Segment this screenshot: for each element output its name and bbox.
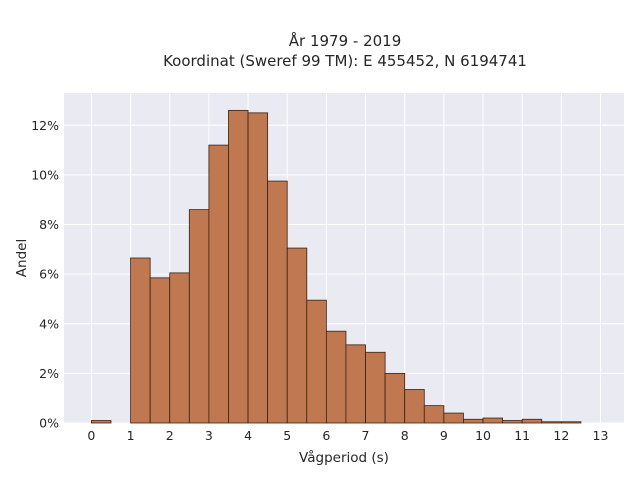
histogram-bar [443, 412, 464, 424]
histogram-bar [149, 277, 171, 424]
bars [91, 109, 582, 424]
x-tick-label: 2 [166, 428, 174, 443]
histogram-bar [384, 372, 406, 424]
x-tick-label: 5 [283, 428, 291, 443]
x-tick-label: 13 [593, 428, 609, 443]
histogram-bar [423, 405, 445, 424]
x-axis-ticks: 0 1 2 3 4 5 6 7 8 9 10 11 12 13 [87, 428, 608, 443]
histogram-bar [502, 420, 523, 424]
y-axis-ticks: 0% 2% 4% 6% 8% 10% 12% [31, 118, 59, 431]
histogram-bar [482, 417, 504, 424]
y-tick-label: 8% [39, 217, 59, 232]
histogram-bar [345, 344, 366, 424]
histogram-bar [306, 299, 327, 424]
histogram-bar [286, 247, 308, 424]
x-tick-label: 6 [322, 428, 330, 443]
x-tick-label: 8 [401, 428, 409, 443]
y-tick-label: 4% [39, 316, 59, 331]
histogram-bar [169, 272, 190, 424]
y-tick-label: 6% [39, 267, 59, 282]
x-tick-label: 4 [244, 428, 252, 443]
histogram-bar [463, 418, 484, 424]
y-tick-label: 10% [31, 167, 59, 182]
histogram-bar [521, 418, 543, 424]
histogram-bar [188, 209, 210, 424]
histogram-bar [541, 421, 562, 424]
x-axis-label: Vågperiod (s) [299, 449, 389, 466]
histogram-bar [208, 144, 229, 424]
histogram-bar [325, 330, 347, 424]
x-tick-label: 1 [127, 428, 135, 443]
y-tick-label: 12% [31, 118, 59, 133]
histogram-bar [404, 389, 425, 424]
x-tick-label: 9 [440, 428, 448, 443]
x-tick-label: 11 [514, 428, 530, 443]
chart-title: År 1979 - 2019 [289, 31, 402, 50]
histogram-bar [228, 109, 249, 424]
histogram-bar [560, 421, 582, 424]
histogram-bar [130, 257, 151, 424]
x-tick-label: 0 [87, 428, 95, 443]
histogram-bar [247, 112, 269, 424]
x-tick-label: 7 [362, 428, 370, 443]
chart-subtitle: Koordinat (Sweref 99 TM): E 455452, N 61… [163, 52, 527, 70]
y-tick-label: 2% [39, 366, 59, 381]
histogram-bar [365, 351, 386, 424]
x-tick-label: 10 [475, 428, 491, 443]
y-tick-label: 0% [39, 416, 59, 431]
y-axis-label: Andel [14, 239, 30, 277]
histogram-bar [91, 420, 112, 424]
x-tick-label: 3 [205, 428, 213, 443]
histogram-bar [267, 180, 288, 424]
x-tick-label: 12 [553, 428, 569, 443]
